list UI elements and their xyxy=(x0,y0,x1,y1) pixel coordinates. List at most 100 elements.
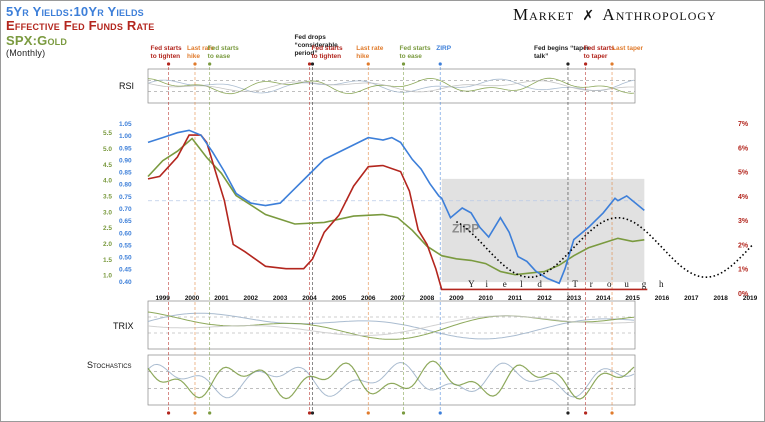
series-5y10y-ratio xyxy=(147,129,645,285)
ratio-axis-tick: 0.40 xyxy=(119,279,132,286)
ratio-axis-tick: 0.90 xyxy=(119,157,132,164)
spx-axis-tick: 4.0 xyxy=(103,178,112,185)
event-label-line: period” xyxy=(294,50,317,57)
x-axis-tick: 2011 xyxy=(508,295,522,302)
brand-right: Anthropology xyxy=(602,5,717,24)
helix-icon: ✗ xyxy=(582,9,596,24)
event-label: Fed starts to ease xyxy=(208,45,239,60)
event-label-line: Fed starts xyxy=(151,45,182,52)
event-marker-bottom xyxy=(166,411,171,415)
event-marker-top xyxy=(310,62,315,66)
event-marker-top xyxy=(566,62,570,66)
x-axis-tick: 2001 xyxy=(214,295,229,302)
x-axis-tick: 2012 xyxy=(537,295,552,302)
event-label-line: Last taper xyxy=(612,45,644,52)
legend-spx-gold: SPX:Gold xyxy=(6,33,68,48)
event-marker-bottom xyxy=(366,411,370,415)
legend-5y10y: 5Yr Yields:10Yr Yields xyxy=(6,4,144,19)
event-label-line: to ease xyxy=(400,53,423,60)
x-axis-tick: 2006 xyxy=(361,295,376,302)
event-marker-bottom xyxy=(610,411,614,415)
event-marker-top xyxy=(208,62,212,66)
x-axis-tick: 2009 xyxy=(449,295,464,302)
event-label-line: Last rate xyxy=(356,45,383,52)
ratio-axis-tick: 0.70 xyxy=(119,206,132,213)
rsi-line-gray xyxy=(147,80,634,93)
event-label: Fed starts to taper xyxy=(584,45,615,60)
main-panel: ZIRP xyxy=(147,62,754,415)
x-axis-tick: 2004 xyxy=(302,295,317,302)
stochastics-line-green xyxy=(147,360,635,400)
trough-letter: h xyxy=(659,279,664,289)
event-marker-bottom xyxy=(310,411,315,415)
event-marker-top xyxy=(610,62,614,66)
trough-letter: d xyxy=(537,279,542,289)
stochastics-label: Stochastics xyxy=(87,360,132,370)
series-yield-trough-projection xyxy=(456,216,754,278)
stochastics-frame xyxy=(147,354,636,406)
ratio-axis-tick: 0.85 xyxy=(119,170,132,177)
trough-letter: l xyxy=(520,279,523,289)
spx-axis-tick: 4.5 xyxy=(103,162,112,169)
trough-letter: o xyxy=(607,279,612,289)
trough-letter: u xyxy=(624,279,629,289)
event-label-line: to tighten xyxy=(151,53,181,60)
event-marker-bottom xyxy=(438,411,442,415)
event-marker-bottom xyxy=(401,411,406,415)
event-label-line: ZIRP xyxy=(436,45,451,52)
fed-axis-tick: 7% xyxy=(738,121,749,128)
ratio-axis-tick: 0.80 xyxy=(119,182,132,189)
event-marker-top xyxy=(401,62,406,66)
x-axis-tick: 2013 xyxy=(567,295,582,302)
legend-fed-funds: Effective Fed Funds Rate xyxy=(6,18,155,33)
event-label: Fed drops “considerable period” xyxy=(294,34,338,57)
fed-axis-tick: 5% xyxy=(738,170,749,177)
event-label-line: talk” xyxy=(534,53,548,60)
x-axis-tick: 2002 xyxy=(244,295,259,302)
event-label: Last rate hike xyxy=(187,45,214,60)
ratio-axis-tick: 0.95 xyxy=(119,145,132,152)
fed-axis-tick: 3% xyxy=(738,218,749,225)
event-marker-top xyxy=(193,62,197,66)
event-label-line: Fed starts xyxy=(208,45,239,52)
trough-letter: r xyxy=(590,279,593,289)
spx-axis-tick: 5.5 xyxy=(103,130,112,137)
event-label: Fed starts to tighten xyxy=(312,45,343,60)
trix-frame xyxy=(147,300,636,350)
panels-layer xyxy=(147,68,636,406)
trix-line-gray xyxy=(147,315,635,336)
ratio-axis-tick: 0.65 xyxy=(119,218,132,225)
spx-axis-tick: 5.0 xyxy=(103,146,112,153)
spx-axis-tick: 1.0 xyxy=(103,273,112,280)
ratio-axis-tick: 1.05 xyxy=(119,121,132,128)
x-axis-tick: 2014 xyxy=(596,295,611,302)
x-axis-tick: 1999 xyxy=(155,295,170,302)
event-label-line: Fed starts xyxy=(584,45,615,52)
stochastics-line-blue xyxy=(147,361,635,399)
event-label-line: to tighten xyxy=(312,53,342,60)
series-spx-gold xyxy=(147,137,645,276)
x-axis-tick: 2018 xyxy=(713,295,728,302)
event-marker-top xyxy=(366,62,370,66)
spx-axis-tick: 2.0 xyxy=(103,241,112,248)
spx-axis-tick: 2.5 xyxy=(103,225,112,232)
x-axis-tick: 2003 xyxy=(273,295,288,302)
event-label: Fed starts to tighten xyxy=(151,45,182,60)
event-label-line: hike xyxy=(356,53,369,60)
x-axis-tick: 2005 xyxy=(332,295,347,302)
ratio-axis-tick: 0.75 xyxy=(119,194,132,201)
fed-axis-tick: 0% xyxy=(738,291,749,298)
event-label-line: to ease xyxy=(208,53,231,60)
rsi-frame xyxy=(147,68,636,104)
event-label: ZIRP xyxy=(436,45,451,52)
trough-letter: T xyxy=(572,279,578,289)
legend-monthly: (Monthly) xyxy=(6,48,46,58)
x-axis-tick: 2008 xyxy=(420,295,435,302)
zirp-box-label: ZIRP xyxy=(452,221,479,235)
series-fed-funds xyxy=(147,134,648,291)
event-marker-bottom xyxy=(208,411,212,415)
fed-axis-tick: 2% xyxy=(738,242,749,249)
event-label-line: Last rate xyxy=(187,45,214,52)
